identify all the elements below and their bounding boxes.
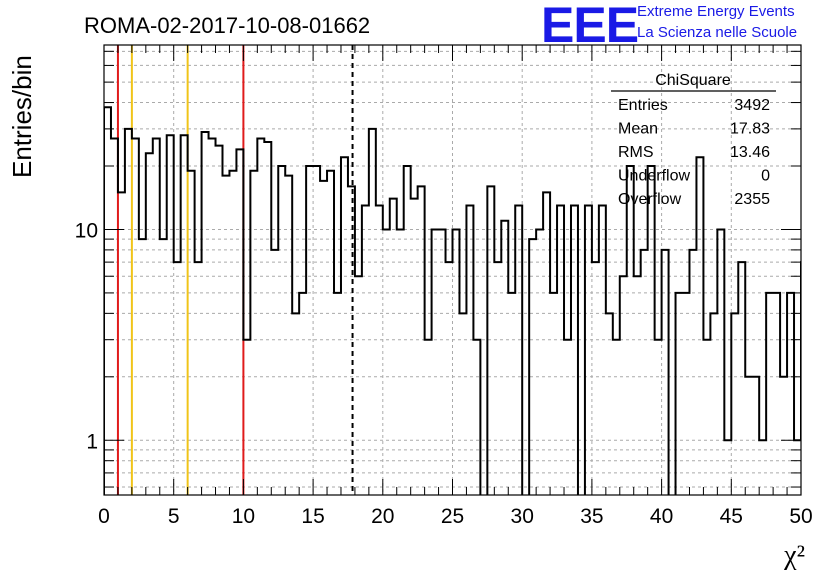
y-tick-label: 1	[86, 430, 98, 453]
x-tick-label: 40	[650, 505, 673, 528]
x-tick-label: 20	[371, 505, 394, 528]
axis-ticks	[103, 45, 802, 495]
x-tick-label: 35	[580, 505, 603, 528]
y-axis-label: Entries/bin	[7, 55, 37, 178]
marker-lines	[116, 45, 354, 495]
stats-value: 0	[761, 168, 770, 185]
stats-label: Overflow	[618, 191, 682, 208]
x-tick-label: 15	[301, 505, 324, 528]
x-tick-label: 10	[232, 505, 255, 528]
chart-title: ROMA-02-2017-10-08-01662	[84, 13, 370, 38]
stats-value: 2355	[734, 191, 770, 208]
stats-label: Mean	[618, 121, 658, 138]
x-tick-labels: 0 5 10 15 20 25 30 35 40 45 50	[98, 505, 813, 528]
y-tick-label: 10	[75, 219, 98, 242]
x-tick-label: 0	[98, 505, 110, 528]
stats-box: ChiSquare Entries 3492 Mean 17.83 RMS 13.46 Un…	[611, 72, 776, 208]
grid-lines	[104, 45, 801, 495]
x-tick-label: 50	[789, 505, 812, 528]
stats-value: 3492	[734, 97, 770, 114]
x-axis-label: χ²	[783, 540, 805, 571]
x-tick-label: 45	[720, 505, 743, 528]
stats-value: 17.83	[730, 121, 770, 138]
stats-label: Underflow	[618, 168, 690, 185]
x-tick-label: 30	[511, 505, 534, 528]
stats-label: RMS	[618, 144, 654, 161]
x-tick-label: 5	[168, 505, 180, 528]
stats-title: ChiSquare	[655, 72, 731, 89]
logo-line-1: Extreme Energy Events	[637, 3, 795, 20]
stats-value: 13.46	[730, 144, 770, 161]
histogram-series	[104, 106, 801, 495]
y-tick-labels: 1 10	[75, 219, 98, 453]
logo-line-2: La Scienza nelle Scuole	[637, 24, 798, 41]
x-tick-label: 25	[441, 505, 464, 528]
eee-logo: EEE	[541, 0, 639, 53]
stats-label: Entries	[618, 97, 668, 114]
